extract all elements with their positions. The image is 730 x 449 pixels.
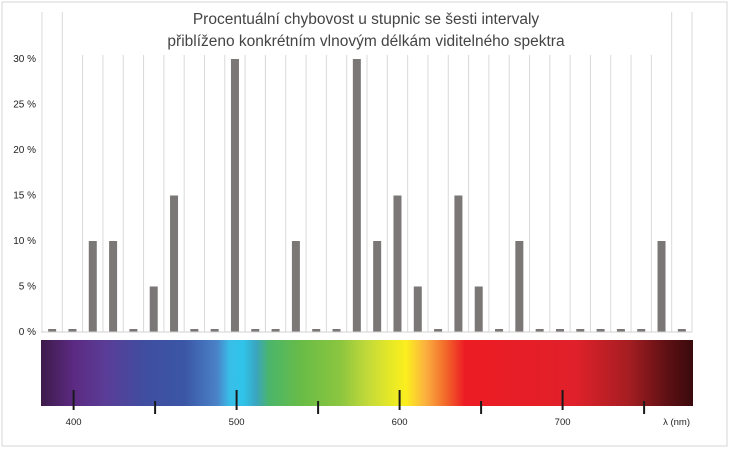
bar bbox=[495, 329, 504, 332]
bar bbox=[352, 59, 361, 332]
bar bbox=[251, 329, 260, 332]
spectrum-band bbox=[41, 340, 693, 406]
bar bbox=[434, 329, 443, 332]
y-tick-label: 15 % bbox=[13, 191, 36, 202]
bar bbox=[129, 329, 138, 332]
title-box bbox=[82, 5, 652, 55]
bar bbox=[109, 241, 118, 332]
bar bbox=[210, 329, 219, 332]
y-tick-label: 25 % bbox=[13, 100, 36, 111]
y-tick-label: 30 % bbox=[13, 54, 36, 65]
y-tick-label: 0 % bbox=[19, 327, 36, 338]
bar bbox=[48, 329, 57, 332]
bars bbox=[48, 59, 686, 332]
bar bbox=[149, 286, 158, 332]
chart-title: Procentuální chybovost u stupnic se šest… bbox=[193, 11, 540, 28]
y-tick-label: 5 % bbox=[19, 282, 36, 293]
bar bbox=[677, 329, 686, 332]
bar bbox=[373, 241, 382, 332]
bar bbox=[413, 286, 422, 332]
bar bbox=[88, 241, 97, 332]
bar bbox=[555, 329, 564, 332]
bar bbox=[515, 241, 524, 332]
bar bbox=[454, 195, 463, 332]
y-tick-labels: 0 % 5 % 10 % 15 % 20 % 25 % 30 % bbox=[13, 54, 36, 338]
bar bbox=[535, 329, 544, 332]
bar bbox=[596, 329, 605, 332]
y-tick-label: 10 % bbox=[13, 236, 36, 247]
spectrum-tick-label: 600 bbox=[392, 417, 408, 428]
spectrum-tick-label: 400 bbox=[66, 417, 82, 428]
grid-lines bbox=[41, 12, 693, 332]
bar bbox=[657, 241, 666, 332]
y-tick-label: 20 % bbox=[13, 145, 36, 156]
bar bbox=[291, 241, 300, 332]
spectrum-axis-label: λ (nm) bbox=[663, 417, 690, 428]
bar bbox=[230, 59, 239, 332]
bar bbox=[312, 329, 321, 332]
bar bbox=[576, 329, 585, 332]
bar bbox=[170, 195, 179, 332]
bar bbox=[616, 329, 625, 332]
bar bbox=[68, 329, 77, 332]
bar bbox=[474, 286, 483, 332]
spectrum-tick-label: 500 bbox=[229, 417, 245, 428]
bar bbox=[271, 329, 280, 332]
spectrum-ticks: 400 500 600 700 bbox=[66, 390, 646, 428]
bar bbox=[190, 329, 199, 332]
bar bbox=[637, 329, 646, 332]
spectrum-tick-label: 700 bbox=[555, 417, 571, 428]
bar bbox=[393, 195, 402, 332]
bar bbox=[332, 329, 341, 332]
chart-subtitle: přiblíženo konkrétním vlnovým délkám vid… bbox=[167, 33, 565, 50]
